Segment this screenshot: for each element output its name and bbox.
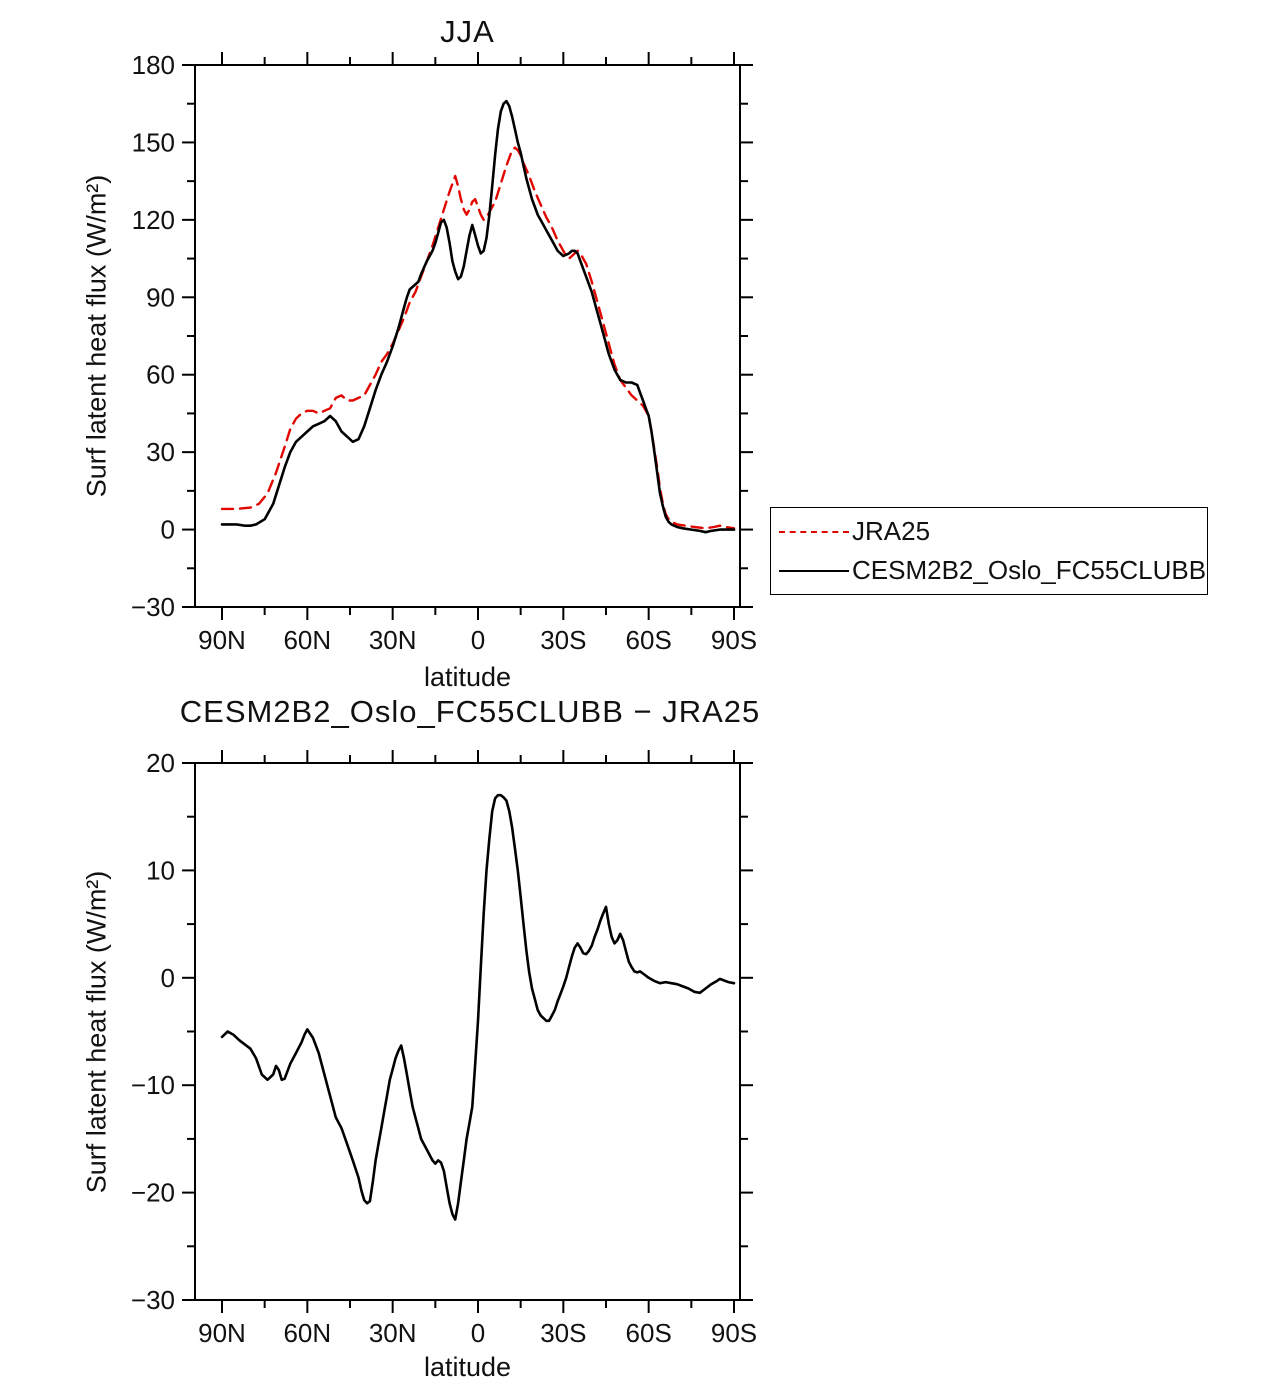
legend-item-jra25: JRA25 [771, 516, 1207, 547]
plot-frame [194, 762, 741, 1301]
x-tick-label: 90S [711, 1318, 757, 1348]
plot-frame [194, 64, 741, 608]
x-tick-label: 60N [283, 625, 331, 655]
y-tick-label: −20 [131, 1178, 175, 1208]
x-tick-label: 0 [471, 1318, 485, 1348]
y-tick-label: −10 [131, 1070, 175, 1100]
x-tick-label: 60S [626, 1318, 672, 1348]
y-tick-label: 30 [146, 437, 175, 467]
y-tick-label: 60 [146, 360, 175, 390]
top-chart-xlabel: latitude [423, 662, 512, 692]
legend-item-cesm: CESM2B2_Oslo_FC55CLUBB [771, 555, 1207, 586]
x-tick-label: 60N [283, 1318, 331, 1348]
legend-label-jra25: JRA25 [852, 516, 931, 546]
legend-box: JRA25 CESM2B2_Oslo_FC55CLUBB [770, 507, 1208, 595]
y-tick-label: 0 [161, 963, 175, 993]
x-tick-label: 90N [198, 625, 246, 655]
x-tick-label: 30S [540, 1318, 586, 1348]
x-tick-label: 0 [471, 625, 485, 655]
bottom-chart-title: CESM2B2_Oslo_FC55CLUBB − JRA25 [179, 694, 761, 729]
x-tick-label: 90S [711, 625, 757, 655]
bottom-chart-plot: 90N 60N 30N 0 30S 60S 90S −30 −20 −10 0 10 20 [131, 748, 757, 1348]
x-tick-label: 30N [369, 1318, 417, 1348]
y-tick-label: 180 [132, 50, 175, 80]
legend-label-cesm: CESM2B2_Oslo_FC55CLUBB [852, 555, 1207, 585]
top-chart-title: JJA [440, 14, 495, 49]
y-tick-label: 20 [146, 748, 175, 778]
bottom-chart-xlabel: latitude [423, 1352, 512, 1382]
y-tick-label: −30 [131, 592, 175, 622]
jra25-line-sample-icon [779, 530, 849, 533]
x-tick-label: 30S [540, 625, 586, 655]
top-chart-plot: 90N 60N 30N 0 30S 60S 90S −30 0 30 60 90 120 150 180 [131, 50, 757, 655]
x-tick-label: 30N [369, 625, 417, 655]
cesm-line-sample-icon [779, 569, 849, 572]
series-line-CESM2B2_Oslo_FC55CLUBB [220, 99, 736, 534]
y-tick-label: 90 [146, 282, 175, 312]
series-line-CESM2B2_Oslo_FC55CLUBB_minus_JRA25 [220, 793, 736, 1221]
x-tick-label: 60S [626, 625, 672, 655]
y-tick-label: 150 [132, 127, 175, 157]
y-tick-label: 10 [146, 855, 175, 885]
y-tick-label: 0 [161, 515, 175, 545]
x-tick-label: 90N [198, 1318, 246, 1348]
y-tick-label: 120 [132, 205, 175, 235]
y-tick-label: −30 [131, 1285, 175, 1315]
